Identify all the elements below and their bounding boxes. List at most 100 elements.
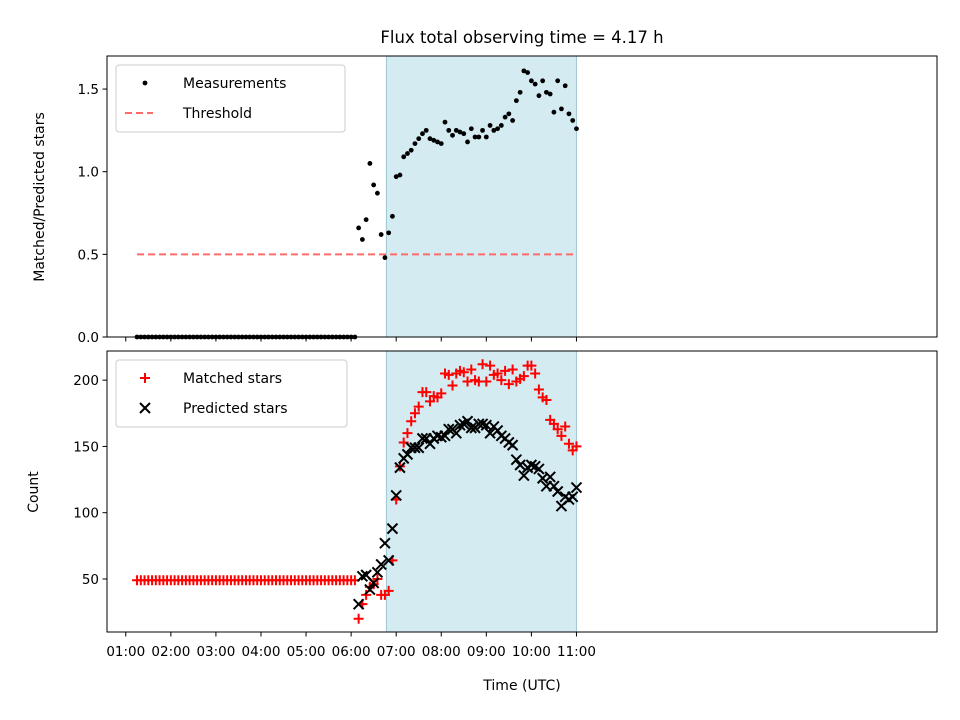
plot-frame [106, 55, 938, 338]
measurements-point [423, 127, 429, 133]
x-tick-label: 09:00 [467, 644, 506, 660]
measurements-point [393, 174, 399, 180]
predicted-stars-point [570, 481, 583, 494]
measurements-point [416, 136, 422, 142]
matched-stars-point [530, 368, 541, 379]
measurements-point [450, 132, 455, 138]
matched-stars-point [409, 408, 420, 419]
bottom-y-axis-label: Count [26, 471, 42, 513]
matched-stars-point [353, 613, 364, 624]
legend-box [115, 64, 346, 133]
matched-stars-point [458, 367, 469, 378]
predicted-stars-point [409, 442, 421, 454]
predicted-stars-point [364, 583, 376, 596]
top-panel: 0.0 0.5 1.0 1.5 Measurements Threshold [78, 55, 938, 346]
predicted-stars-point [375, 558, 387, 571]
legend-label: Threshold [182, 106, 252, 122]
measurements-point [408, 147, 414, 153]
x-tick-label: 02:00 [151, 644, 190, 660]
measurements-point [528, 78, 534, 84]
predicted-stars-point [413, 442, 425, 454]
matched-stars-point [552, 424, 563, 435]
measurements-point [521, 68, 527, 74]
measurements-point [378, 232, 384, 237]
matched-stars-point [447, 380, 458, 391]
predicted-stars-point [533, 463, 545, 475]
predicted-stars-point [518, 469, 530, 482]
matched-stars-point [466, 364, 477, 375]
measurements-point [468, 126, 474, 132]
matched-stars-point [477, 359, 488, 370]
matched-stars-point [500, 365, 511, 376]
matched-stars-point [548, 418, 559, 429]
matched-stars-point [507, 364, 518, 375]
measurements-point [551, 109, 557, 115]
measurements-point [438, 141, 444, 147]
predicted-stars-point [510, 453, 523, 466]
legend-marker [142, 80, 148, 86]
matched-stars-point [413, 401, 424, 412]
measurements-point [382, 255, 388, 261]
predicted-stars-point [367, 577, 380, 589]
predicted-stars-point [544, 471, 556, 483]
predicted-stars-point [416, 432, 429, 445]
predicted-stars-point [386, 522, 399, 535]
measurements-point [502, 114, 508, 120]
predicted-stars-point [443, 423, 455, 435]
legend-marker [140, 373, 150, 383]
y-tick-label: 150 [73, 439, 99, 455]
measurements-point [359, 237, 365, 242]
matched-stars-point [560, 421, 571, 432]
observing-window-shade [386, 351, 577, 632]
matched-stars-point [496, 375, 507, 386]
measurements-point [510, 118, 516, 123]
predicted-stars-point [371, 566, 384, 579]
x-tick-label: 01:00 [106, 644, 145, 660]
measurements-point [544, 89, 549, 95]
predicted-stars-point [382, 554, 395, 567]
matched-stars-point [424, 396, 435, 407]
y-tick-label: 200 [73, 373, 99, 389]
measurements-point [480, 127, 485, 133]
measurements-point [562, 83, 568, 89]
x-tick-label: 03:00 [196, 644, 235, 660]
y-tick-label: 1.5 [78, 82, 99, 98]
x-tick-label: 10:00 [512, 644, 551, 660]
predicted-stars-point [484, 427, 496, 439]
measurements-point [412, 141, 418, 147]
measurements-point [525, 70, 531, 75]
measurements-point [472, 134, 478, 140]
predicted-stars-point [454, 419, 466, 431]
matched-stars-point [406, 416, 417, 427]
matched-stars-point [361, 589, 372, 600]
matched-stars-point [541, 395, 552, 406]
x-tick-label: 04:00 [242, 644, 281, 660]
predicted-stars-point [352, 598, 365, 610]
matched-stars-point [421, 387, 432, 398]
measurements-point [446, 127, 452, 133]
matched-stars-point [563, 438, 574, 449]
chart-title: Flux total observing time = 4.17 h [380, 28, 663, 47]
predicted-stars-point [450, 427, 462, 439]
measurements-point [491, 127, 497, 133]
measurements-point [476, 134, 482, 140]
bottom-panel: 50 100 150 200 01:00 02:00 03:00 04:00 05:00 06:0… [73, 350, 938, 660]
matched-stars-point [436, 388, 447, 399]
measurements-point [453, 127, 459, 133]
matched-stars-point [556, 430, 567, 441]
measurements-point [506, 111, 512, 117]
matched-stars-point [492, 368, 503, 379]
measurements-point [483, 134, 489, 140]
x-tick-label: 07:00 [377, 644, 416, 660]
matched-stars-point [443, 369, 454, 380]
matched-stars-point [485, 360, 496, 371]
predicted-stars-point [514, 459, 526, 471]
x-tick-label: 06:00 [332, 644, 371, 660]
plot-frame [106, 350, 938, 633]
matched-stars-point [526, 360, 537, 371]
matched-stars-point [462, 376, 473, 387]
measurements-point [498, 123, 504, 128]
matched-stars-point [533, 384, 544, 395]
measurements-point [532, 81, 538, 87]
matched-stars-point [383, 585, 394, 596]
